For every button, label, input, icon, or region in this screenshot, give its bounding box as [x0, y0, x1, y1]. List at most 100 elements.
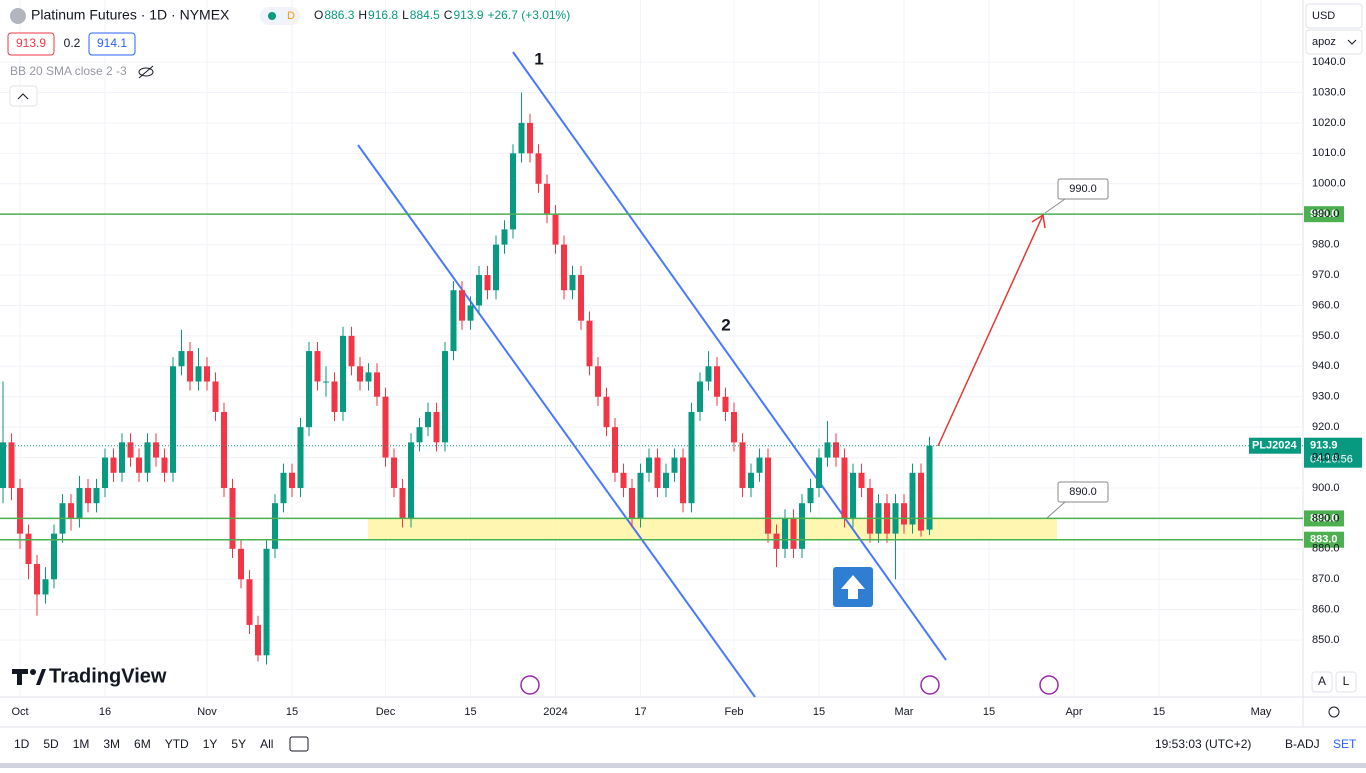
- x-tick-label: 15: [1153, 706, 1165, 718]
- range-button[interactable]: YTD: [165, 737, 189, 751]
- candle-body: [561, 244, 567, 291]
- candle-body: [586, 320, 593, 367]
- x-tick-label: Feb: [725, 706, 744, 718]
- candle-body: [467, 305, 474, 321]
- candle-body: [816, 457, 822, 488]
- candle-body: [391, 457, 397, 488]
- candle-body: [807, 487, 814, 504]
- badge-bg: [260, 7, 300, 25]
- candle-body: [178, 351, 185, 367]
- indicator[interactable]: BB 20 SMA close 2 -3: [10, 64, 127, 78]
- candle-body: [204, 366, 210, 382]
- support-zone: [368, 518, 1057, 540]
- candle-body: [93, 487, 100, 504]
- candle-body: [680, 457, 686, 504]
- auto-scale-button[interactable]: [1311, 671, 1333, 693]
- candle-body: [0, 442, 6, 488]
- candle-body: [297, 427, 304, 488]
- candle-body: [552, 214, 559, 245]
- logo-shape: [36, 669, 46, 685]
- candle-body: [255, 624, 261, 656]
- range-button[interactable]: 5Y: [231, 737, 246, 751]
- range-button[interactable]: 6M: [134, 737, 151, 751]
- symbol-tag: [1249, 437, 1301, 454]
- x-tick-label: Dec: [376, 706, 396, 718]
- range-button[interactable]: 3M: [103, 737, 120, 751]
- settings-icon[interactable]: [1328, 706, 1340, 718]
- candle-body: [340, 335, 346, 412]
- collapse-button[interactable]: [9, 85, 38, 107]
- unit: apoz: [1312, 36, 1336, 48]
- x-tick-label: May: [1251, 706, 1272, 718]
- y-tick-label: 950.0: [1312, 330, 1340, 342]
- price-tag-text: 913.9: [1310, 440, 1338, 452]
- candle-body: [637, 472, 644, 519]
- candle-body: [212, 381, 219, 412]
- level-label: 990.0: [1310, 208, 1338, 220]
- x-tick-label: 15: [464, 706, 476, 718]
- candle-body: [459, 290, 465, 321]
- candle-body: [348, 335, 355, 367]
- candle-body: [544, 183, 550, 215]
- candle-body: [102, 457, 108, 488]
- channel-line: [357, 144, 756, 698]
- forecast-arrow: [937, 214, 1044, 447]
- adjustment[interactable]: B-ADJ: [1285, 737, 1320, 751]
- wave-label: 1: [534, 49, 543, 68]
- range-button[interactable]: 1Y: [203, 737, 218, 751]
- level-tag: [1304, 531, 1344, 548]
- range-button[interactable]: 1M: [73, 737, 90, 751]
- candle-body: [833, 442, 839, 458]
- candle-body: [671, 457, 678, 473]
- candle-body: [399, 487, 406, 519]
- x-tick-label: 17: [634, 706, 646, 718]
- unit-select[interactable]: [1305, 29, 1363, 55]
- hide-icon[interactable]: [138, 67, 154, 77]
- candle-body: [663, 472, 669, 488]
- symbol-title[interactable]: Platinum Futures · 1D · NYMEX: [31, 7, 230, 23]
- event-icon[interactable]: [920, 675, 940, 695]
- currency-select[interactable]: [1305, 3, 1363, 29]
- x-tick-label: 15: [813, 706, 825, 718]
- callout-text: 890.0: [1069, 486, 1097, 498]
- ask-box[interactable]: [88, 32, 136, 56]
- candle-body: [918, 472, 924, 531]
- range-button[interactable]: All: [260, 737, 273, 751]
- y-tick-label: 920.0: [1312, 421, 1340, 433]
- y-tick-label: 850.0: [1312, 634, 1340, 646]
- logo-shape: [17, 669, 22, 685]
- range-button[interactable]: 5D: [43, 737, 59, 751]
- log-scale-button[interactable]: [1335, 671, 1357, 693]
- candle-body: [425, 411, 431, 428]
- ohlc-value: 913.9: [453, 8, 483, 22]
- candle-body: [867, 487, 873, 534]
- candle-body: [408, 442, 414, 519]
- candle-body: [195, 366, 202, 382]
- settlement[interactable]: SET: [1333, 737, 1357, 751]
- date-range-icon[interactable]: [289, 736, 309, 752]
- x-tick-label: 16: [99, 706, 111, 718]
- event-icon[interactable]: [520, 675, 540, 695]
- candle-body: [799, 503, 805, 549]
- candle-body: [620, 472, 627, 488]
- candle-body: [527, 122, 533, 154]
- level-label: 890.0: [1310, 512, 1338, 524]
- candle-body: [926, 445, 933, 530]
- candle-body: [85, 487, 91, 504]
- callout-box: [1057, 481, 1109, 503]
- y-tick-label: 940.0: [1312, 360, 1340, 372]
- event-icon[interactable]: [1039, 675, 1059, 695]
- ohlc-prefix: O: [314, 8, 323, 22]
- ohlc-prefix: H: [358, 8, 367, 22]
- candle-body: [697, 381, 703, 412]
- candle-body: [357, 366, 363, 382]
- candle-body: [221, 411, 227, 488]
- bid: 913.9: [16, 36, 46, 50]
- bid-box[interactable]: [7, 32, 55, 56]
- up-arrow-shape: [841, 575, 865, 599]
- candle-body: [824, 442, 831, 458]
- ohlc-prefix: C: [444, 8, 453, 22]
- range-button[interactable]: 1D: [14, 737, 30, 751]
